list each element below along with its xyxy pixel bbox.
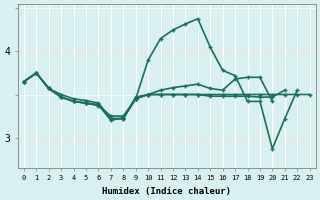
X-axis label: Humidex (Indice chaleur): Humidex (Indice chaleur) [102, 187, 231, 196]
